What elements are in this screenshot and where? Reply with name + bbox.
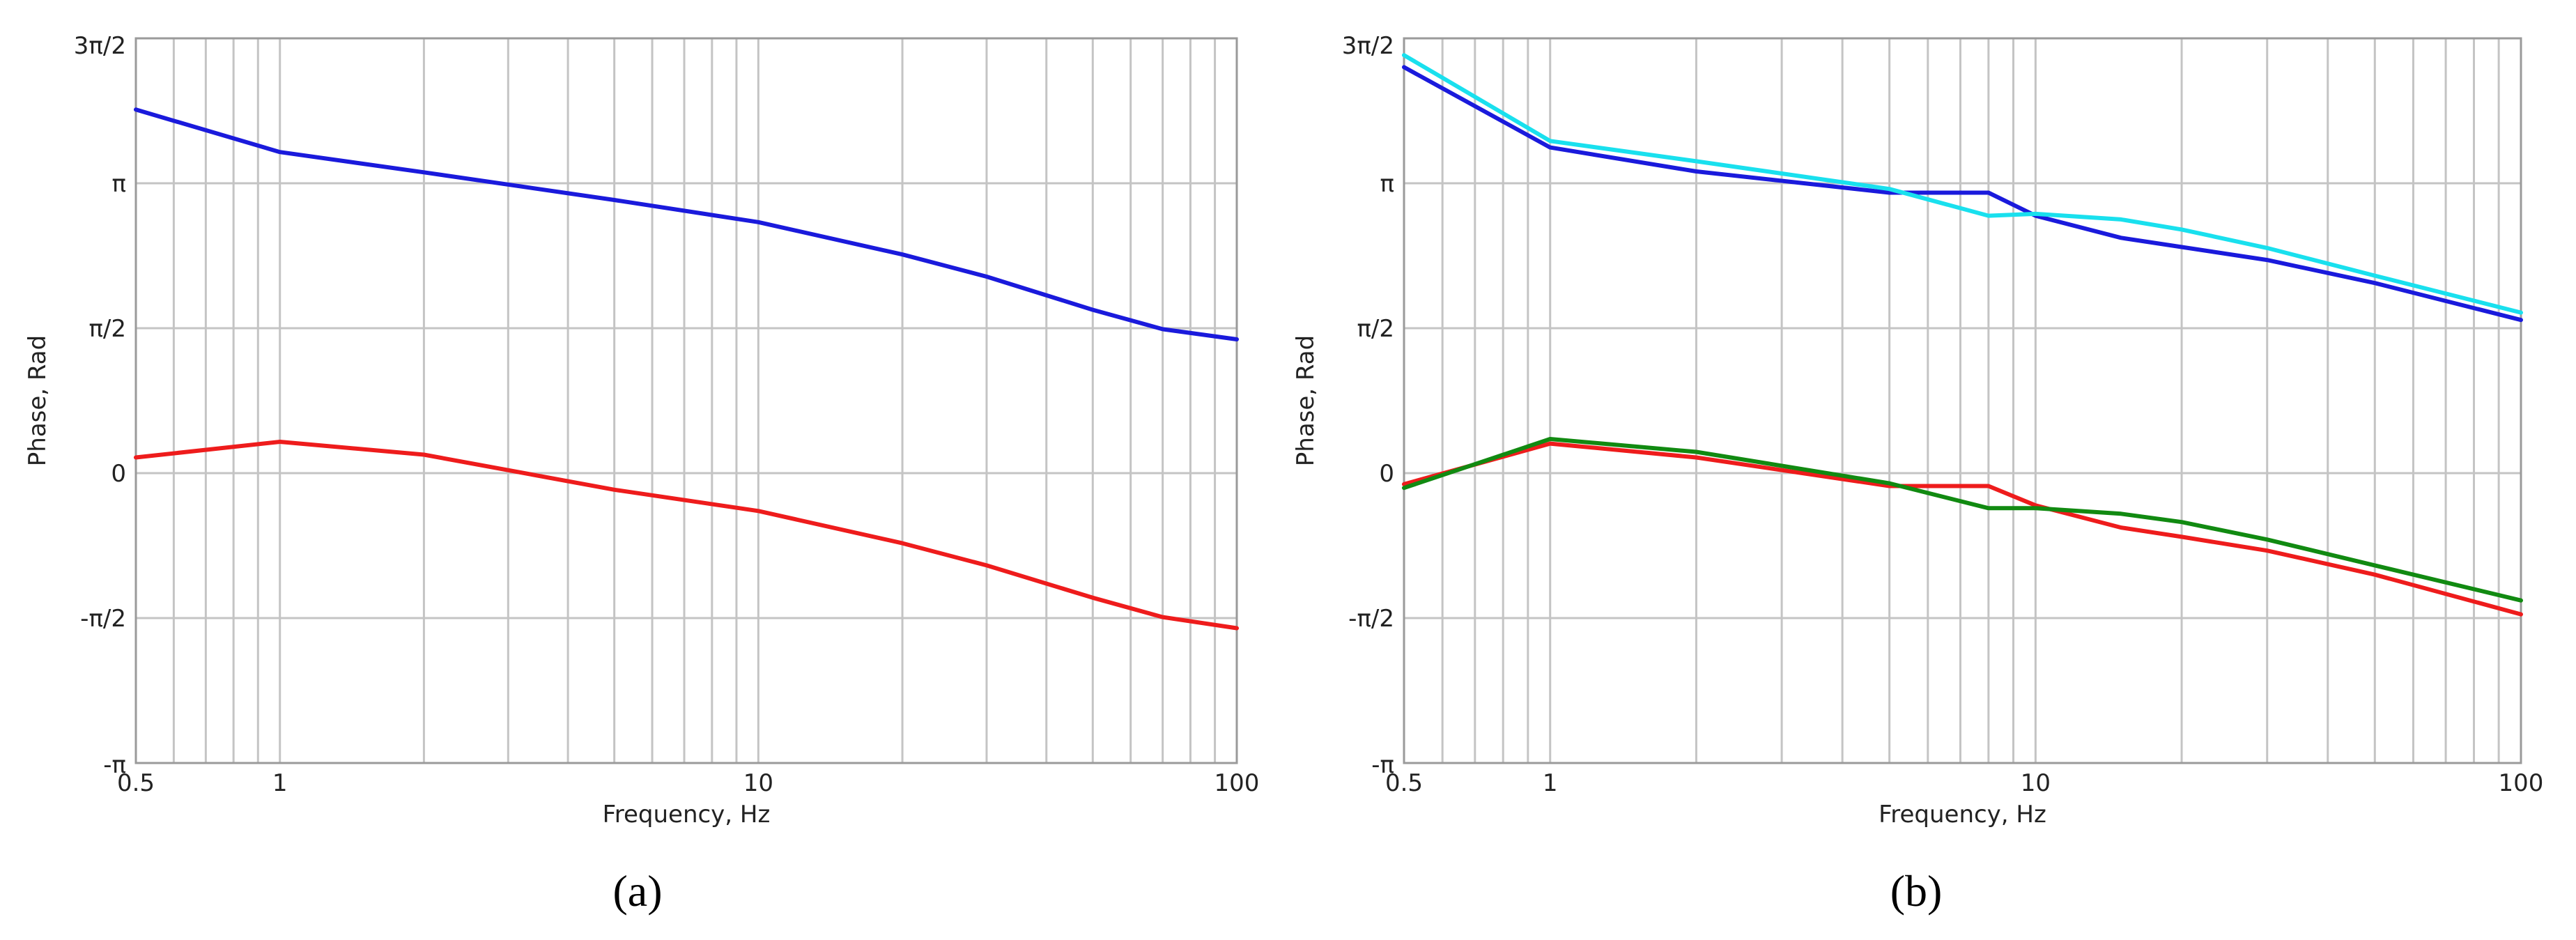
panel-a-y-ticks: -π -π/2 0 π/2 π 3π/2 — [74, 32, 126, 779]
panel-a-label: (a) — [612, 866, 662, 916]
y-tick-label: π — [112, 170, 126, 198]
panel-a-blue-series-line — [134, 107, 1239, 341]
panel-b-series — [1402, 53, 2523, 617]
panel-a-y-axis-title: Phase, Rad — [24, 335, 52, 466]
x-tick-label: 0.5 — [1385, 769, 1423, 797]
y-tick-label: -π — [1371, 751, 1394, 779]
panel-a-x-ticks: 0.5 1 10 100 — [117, 769, 1259, 797]
x-tick-label: 100 — [1214, 769, 1260, 797]
panel-b-y-axis-title: Phase, Rad — [1292, 335, 1320, 466]
y-tick-label: π/2 — [1357, 315, 1394, 343]
panel-a-red-series-line — [134, 440, 1239, 631]
panel-a-series — [134, 107, 1239, 631]
y-tick-label: -π/2 — [1348, 605, 1394, 633]
x-tick-label: 1 — [272, 769, 288, 797]
x-tick-label: 100 — [2499, 769, 2544, 797]
panel-a-plot-frame — [134, 37, 1238, 764]
panel-a-x-axis-title: Frequency, Hz — [603, 801, 771, 829]
panel-b-cyan-series-line — [1402, 53, 2523, 315]
y-tick-label: π — [1380, 170, 1394, 198]
panel-b-plot-frame — [1403, 37, 2522, 764]
panel-b-x-ticks: 0.5 1 10 100 — [1385, 769, 2543, 797]
y-tick-label: -π/2 — [80, 605, 126, 633]
y-tick-label: 3π/2 — [1342, 32, 1394, 60]
panel-b-blue-series-line — [1402, 65, 2523, 323]
panel-b-red-series-line — [1402, 441, 2523, 617]
panel-b-label: (b) — [1890, 866, 1943, 916]
y-tick-label: 0 — [111, 460, 126, 488]
panel-b-y-ticks: -π -π/2 0 π/2 π 3π/2 — [1342, 32, 1394, 779]
x-tick-label: 10 — [743, 769, 773, 797]
y-tick-label: π/2 — [88, 315, 126, 343]
y-tick-label: 3π/2 — [74, 32, 126, 60]
y-tick-label: -π — [103, 751, 126, 779]
panel-b-green-series-line — [1402, 437, 2523, 603]
x-tick-label: 1 — [1543, 769, 1558, 797]
x-tick-label: 0.5 — [117, 769, 155, 797]
panel-b-x-axis-title: Frequency, Hz — [1879, 801, 2046, 829]
x-tick-label: 10 — [2021, 769, 2051, 797]
y-tick-label: 0 — [1379, 460, 1394, 488]
